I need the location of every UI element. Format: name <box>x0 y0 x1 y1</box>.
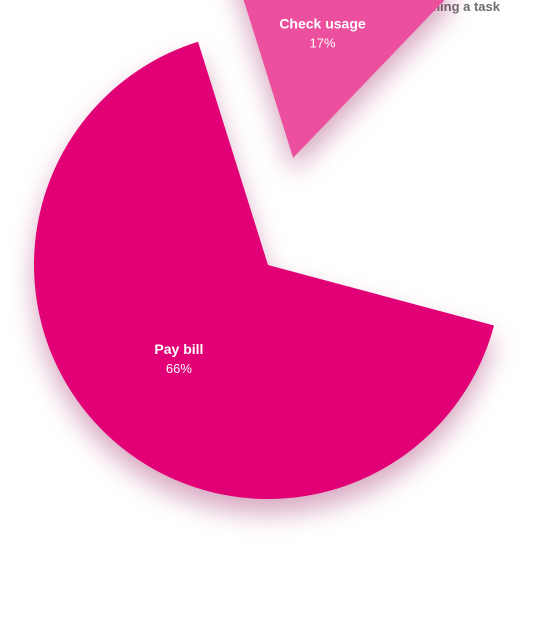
slice-label-check-usage: Check usage <box>279 16 366 32</box>
slice-value-check-usage: 17% <box>309 36 335 51</box>
slices-layer <box>34 0 495 500</box>
pie-slice-pay-bill[interactable] <box>34 41 495 500</box>
labels-layer: Pay bill 66% Check usage 17% <box>154 16 366 376</box>
slice-value-pay-bill: 66% <box>166 361 192 376</box>
slice-label-pay-bill: Pay bill <box>154 341 203 357</box>
pie-slice-check-usage[interactable] <box>223 0 455 158</box>
